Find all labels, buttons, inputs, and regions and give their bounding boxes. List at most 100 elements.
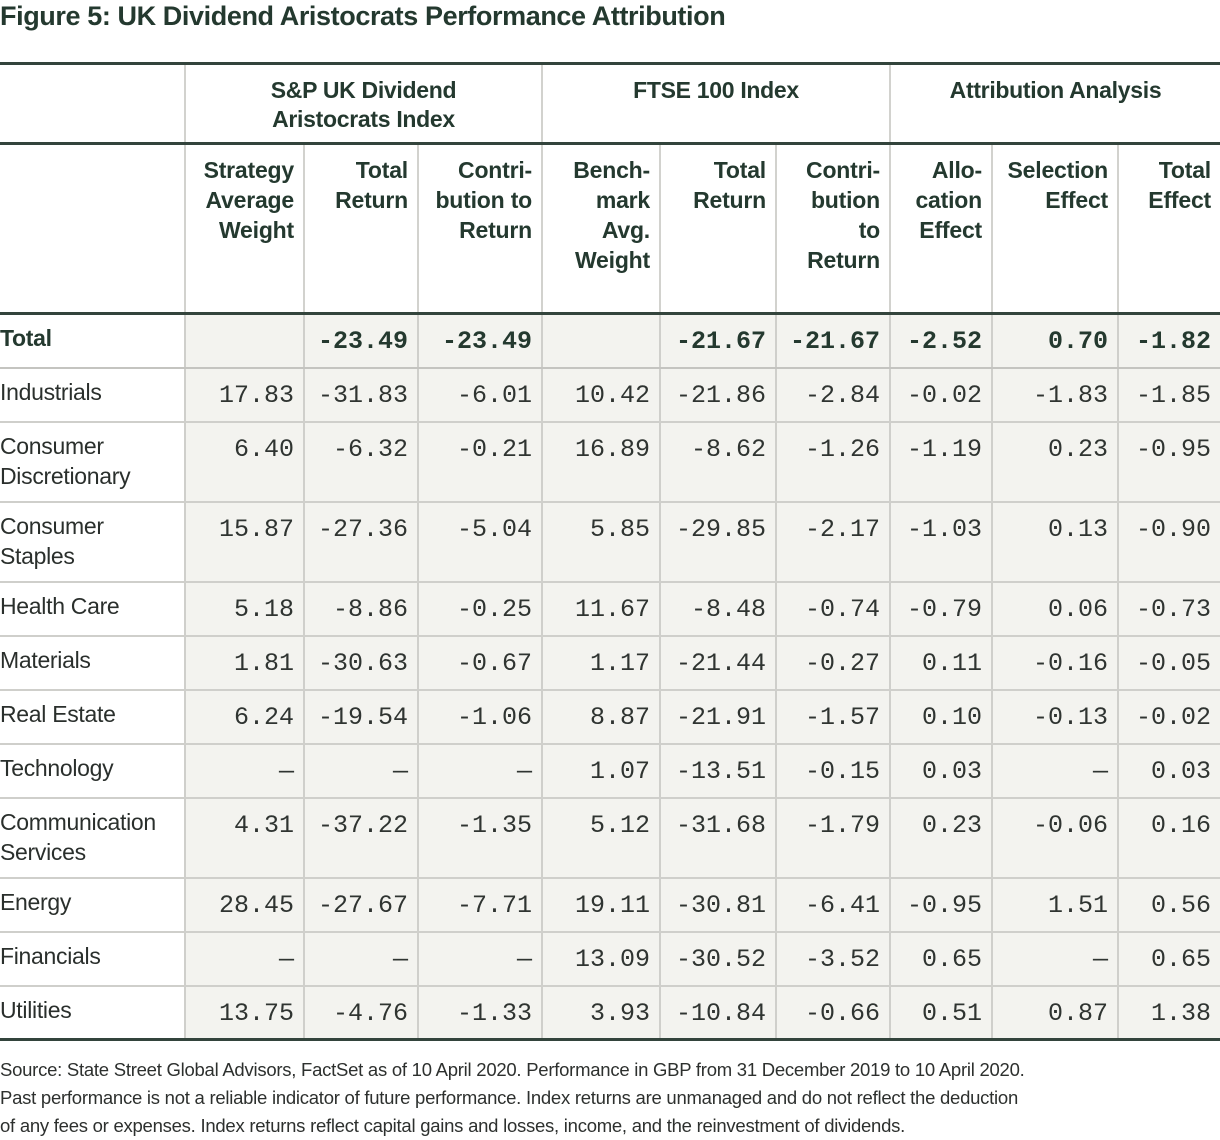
- sector-label-line: Total: [0, 325, 52, 351]
- footnote-line: Past performance is not a reliable indic…: [0, 1087, 1018, 1108]
- value-cell: -0.15: [775, 743, 890, 799]
- value-cell: -0.06: [991, 797, 1118, 879]
- table-row: Industrials 17.83 -31.83 -6.01 10.42 -21.86 -2…: [0, 367, 1220, 423]
- value-cell: -21.91: [659, 689, 776, 745]
- sector-label-line: Staples: [0, 542, 75, 569]
- value-cell: -0.95: [889, 877, 992, 933]
- value-cell: -0.16: [991, 635, 1118, 691]
- value-cell: 5.85: [541, 501, 660, 583]
- column-header-line: Effect: [1148, 187, 1211, 213]
- value-cell: —: [991, 743, 1118, 799]
- value-cell: 0.03: [1117, 743, 1220, 799]
- column-header-selection-effect: Selection Effect: [991, 143, 1118, 315]
- value-cell: 0.23: [889, 797, 992, 879]
- value-cell: 1.81: [184, 635, 304, 691]
- sector-label: Technology: [0, 743, 185, 799]
- value-cell: 0.65: [1117, 931, 1220, 987]
- value-cell: -0.73: [1117, 581, 1220, 637]
- value-cell: 19.11: [541, 877, 660, 933]
- column-header-line: cation: [915, 187, 982, 213]
- table-row: Utilities 13.75 -4.76 -1.33 3.93 -10.84 -0.66 0…: [0, 985, 1220, 1041]
- value-cell: 13.09: [541, 931, 660, 987]
- value-cell: 1.17: [541, 635, 660, 691]
- sector-label: Energy: [0, 877, 185, 933]
- column-header-total-effect: Total Effect: [1117, 143, 1220, 315]
- value-cell: -29.85: [659, 501, 776, 583]
- value-cell: [541, 313, 660, 369]
- column-header-strategy-average-weight: Strategy Average Weight: [184, 143, 304, 315]
- value-cell: -2.17: [775, 501, 890, 583]
- value-cell: -0.79: [889, 581, 992, 637]
- column-header-line: to: [858, 217, 881, 243]
- value-cell: 5.12: [541, 797, 660, 879]
- column-header-line: Return: [693, 187, 766, 213]
- value-cell: -4.76: [303, 985, 418, 1041]
- table-row: Consumer Discretionary 6.40 -6.32 -0.21 16.89…: [0, 421, 1220, 503]
- value-cell: 0.70: [991, 313, 1118, 369]
- value-cell: 15.87: [184, 501, 304, 583]
- column-header-line: Total: [713, 157, 766, 183]
- value-cell: —: [184, 743, 304, 799]
- column-header-line: bution: [810, 187, 880, 213]
- value-cell: 1.07: [541, 743, 660, 799]
- table-row: Materials 1.81 -30.63 -0.67 1.17 -21.44 -0.27 0…: [0, 635, 1220, 691]
- value-cell: 17.83: [184, 367, 304, 423]
- sector-label-line: Services: [0, 838, 86, 865]
- column-header-line: Return: [335, 187, 408, 213]
- value-cell: 1.51: [991, 877, 1118, 933]
- value-cell: 1.38: [1117, 985, 1220, 1041]
- column-header-line: Avg.: [601, 217, 650, 243]
- value-cell: -0.67: [417, 635, 542, 691]
- value-cell: -0.13: [991, 689, 1118, 745]
- value-cell: -0.05: [1117, 635, 1220, 691]
- value-cell: -1.82: [1117, 313, 1220, 369]
- column-header-line: Strategy: [203, 157, 295, 183]
- value-cell: 5.18: [184, 581, 304, 637]
- table-row-total: Total -23.49 -23.49 -21.67 -21.67 -2.52 0.70 -1…: [0, 313, 1220, 369]
- column-header-sp-contribution-to-return: Contri-bution to Return: [417, 143, 542, 315]
- figure-title: Figure 5: UK Dividend Aristocrats Perfor…: [0, 1, 726, 31]
- sector-label: Consumer Staples: [0, 501, 185, 583]
- sector-label-line: Materials: [0, 646, 91, 673]
- value-cell: 0.11: [889, 635, 992, 691]
- sector-label: Health Care: [0, 581, 185, 637]
- value-cell: -30.63: [303, 635, 418, 691]
- value-cell: -21.67: [775, 313, 890, 369]
- value-cell: —: [303, 931, 418, 987]
- sector-label: Financials: [0, 931, 185, 987]
- column-header-line: Effect: [919, 217, 982, 243]
- value-cell: —: [184, 931, 304, 987]
- value-cell: 0.23: [991, 421, 1118, 503]
- value-cell: -1.85: [1117, 367, 1220, 423]
- value-cell: 4.31: [184, 797, 304, 879]
- value-cell: -3.52: [775, 931, 890, 987]
- column-header-ftse-total-return: Total Return: [659, 143, 776, 315]
- value-cell: -0.95: [1117, 421, 1220, 503]
- value-cell: -30.81: [659, 877, 776, 933]
- group-header-attribution-analysis: Attribution Analysis: [889, 62, 1220, 145]
- value-cell: -6.41: [775, 877, 890, 933]
- value-cell: -1.19: [889, 421, 992, 503]
- sector-label-line: Communication: [0, 808, 156, 835]
- value-cell: 11.67: [541, 581, 660, 637]
- value-cell: -1.83: [991, 367, 1118, 423]
- value-cell: -8.48: [659, 581, 776, 637]
- value-cell: -6.01: [417, 367, 542, 423]
- value-cell: —: [417, 931, 542, 987]
- sector-label-line: Financials: [0, 942, 101, 969]
- sector-label-line: Industrials: [0, 378, 102, 405]
- sector-label: Total: [0, 313, 185, 369]
- value-cell: -1.06: [417, 689, 542, 745]
- value-cell: 0.16: [1117, 797, 1220, 879]
- value-cell: -13.51: [659, 743, 776, 799]
- column-header-line: Contri-: [458, 157, 532, 183]
- value-cell: -6.32: [303, 421, 418, 503]
- column-header-line: Average: [205, 187, 294, 213]
- sector-label-line: Technology: [0, 754, 114, 781]
- column-header-sp-total-return: Total Return: [303, 143, 418, 315]
- footnote-line: of any fees or expenses. Index returns r…: [0, 1115, 905, 1136]
- value-cell: 0.51: [889, 985, 992, 1041]
- column-header-line: Return: [807, 247, 880, 273]
- column-header-line: Weight: [218, 217, 294, 243]
- table-row: Financials — — —13.09 -30.52 -3.52 0.65—0.65: [0, 931, 1220, 987]
